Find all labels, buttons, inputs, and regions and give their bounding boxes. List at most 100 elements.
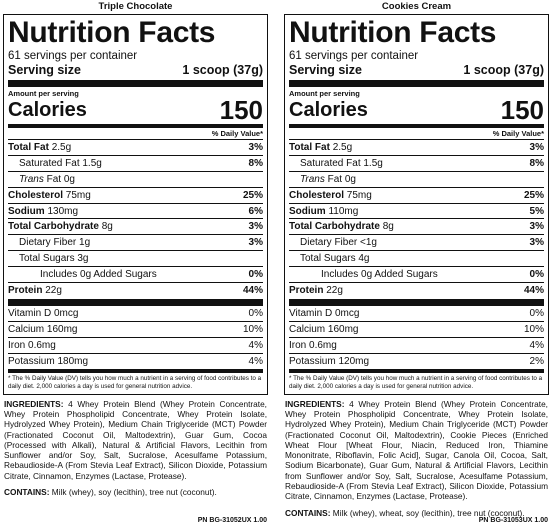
serving-size-label: Serving size xyxy=(289,63,362,77)
saturated-fat-dv: 8% xyxy=(248,157,263,169)
carbohydrate-label: Total Carbohydrate xyxy=(8,221,99,233)
calories-value: 150 xyxy=(500,95,544,125)
divider-thick xyxy=(289,80,544,87)
calories-value: 150 xyxy=(219,95,263,125)
saturated-fat-label: Saturated Fat 1.5g xyxy=(19,157,102,169)
fiber-label: Dietary Fiber <1g xyxy=(300,237,377,249)
sodium-amount: 110mg xyxy=(328,205,359,217)
ingredients-block: INGREDIENTS: 4 Whey Protein Blend (Whey … xyxy=(284,399,549,502)
serving-size-value: 1 scoop (37g) xyxy=(182,63,263,77)
carbohydrate-label: Total Carbohydrate xyxy=(289,221,380,233)
cholesterol-row: Cholesterol 75mg 25% xyxy=(289,188,544,204)
daily-value-header: % Daily Value* xyxy=(289,129,544,140)
saturated-fat-dv: 8% xyxy=(529,157,544,169)
protein-label: Protein xyxy=(289,285,324,297)
divider-medium xyxy=(289,369,544,374)
daily-value-footnote: * The % Daily Value (DV) tells you how m… xyxy=(289,375,543,391)
added-sugars-label: Includes 0g Added Sugars xyxy=(40,269,157,281)
sodium-row: Sodium 130mg 6% xyxy=(8,204,263,220)
cholesterol-amount: 75mg xyxy=(346,189,372,201)
panel-cookies-cream: Cookies Cream Nutrition Facts 61 serving… xyxy=(284,0,549,528)
servings-per-container: 61 servings per container xyxy=(289,50,419,62)
contains-label: CONTAINS: xyxy=(4,487,50,498)
fiber-dv: 3% xyxy=(529,237,544,249)
protein-row: Protein 22g 44% xyxy=(8,283,263,299)
contains-text: Milk (whey), soy (lecithin), tree nut (c… xyxy=(51,487,217,498)
divider-medium xyxy=(8,124,263,128)
vitamin-row: Vitamin D 0mcg 0% xyxy=(8,306,263,322)
fiber-row: Dietary Fiber <1g 3% xyxy=(289,235,544,252)
added-sugars-dv: 0% xyxy=(529,269,544,281)
trans-fat-label: Trans xyxy=(300,173,325,185)
protein-row: Protein 22g 44% xyxy=(289,283,544,299)
calories-label: Calories xyxy=(8,99,87,121)
protein-amount: 22g xyxy=(326,285,343,297)
ingredients-label: INGREDIENTS: xyxy=(285,398,345,409)
saturated-fat-row: Saturated Fat 1.5g 8% xyxy=(8,156,263,172)
vitamin-label: Vitamin D 0mcg xyxy=(289,307,360,319)
panel-triple-chocolate: Triple Chocolate Nutrition Facts 61 serv… xyxy=(3,0,268,528)
ingredients-label: INGREDIENTS: xyxy=(4,398,64,409)
carbohydrate-row: Total Carbohydrate 8g 3% xyxy=(8,219,263,236)
serving-size-row: Serving size 1 scoop (37g) xyxy=(289,63,544,78)
serving-size-value: 1 scoop (37g) xyxy=(463,63,544,77)
nutrition-label: Nutrition Facts 61 servings per containe… xyxy=(284,14,549,395)
sugars-label: Total Sugars 3g xyxy=(19,253,89,265)
vitamin-row: Potassium 120mg 2% xyxy=(289,354,544,370)
carbohydrate-amount: 8g xyxy=(382,221,394,233)
carbohydrate-dv: 3% xyxy=(248,221,263,233)
vitamin-dv: 4% xyxy=(248,339,263,351)
serving-size-label: Serving size xyxy=(8,63,81,77)
sodium-label: Sodium xyxy=(8,205,45,217)
cholesterol-amount: 75mg xyxy=(65,189,91,201)
ingredients-text: 4 Whey Protein Blend (Whey Protein Conce… xyxy=(285,398,548,502)
vitamin-label: Iron 0.6mg xyxy=(8,339,56,351)
vitamin-label: Potassium 180mg xyxy=(8,355,89,367)
total-fat-label: Total Fat xyxy=(289,142,330,153)
part-number: PN BG-31052UX 1.00 xyxy=(197,517,267,524)
divider-medium xyxy=(289,124,544,128)
serving-size-row: Serving size 1 scoop (37g) xyxy=(8,63,263,78)
daily-value-footnote: * The % Daily Value (DV) tells you how m… xyxy=(8,375,262,391)
protein-amount: 22g xyxy=(45,285,62,297)
contains-block: CONTAINS: Milk (whey), soy (lecithin), t… xyxy=(3,487,268,497)
vitamin-dv: 0% xyxy=(529,307,544,319)
carbohydrate-amount: 8g xyxy=(101,221,113,233)
divider-thick xyxy=(289,298,544,306)
total-fat-row: Total Fat 2.5g 3% xyxy=(8,140,263,156)
nutrition-facts-title: Nutrition Facts xyxy=(289,16,497,49)
calories-row: Calories 150 xyxy=(289,95,544,125)
amount-per-serving: Amount per serving xyxy=(8,89,79,98)
calories-row: Calories 150 xyxy=(8,95,263,125)
sugars-row: Total Sugars 3g xyxy=(8,251,263,268)
vitamin-label: Vitamin D 0mcg xyxy=(8,307,79,319)
added-sugars-label: Includes 0g Added Sugars xyxy=(321,269,438,281)
vitamin-label: Calcium 160mg xyxy=(8,323,78,335)
sodium-row: Sodium 110mg 5% xyxy=(289,204,544,220)
total-fat-dv: 3% xyxy=(248,142,263,153)
added-sugars-row: Includes 0g Added Sugars 0% xyxy=(8,267,263,284)
vitamin-label: Calcium 160mg xyxy=(289,323,359,335)
trans-fat-amount: Fat 0g xyxy=(327,173,356,185)
protein-label: Protein xyxy=(8,285,43,297)
divider-medium xyxy=(8,369,263,374)
sodium-label: Sodium xyxy=(289,205,326,217)
vitamin-dv: 4% xyxy=(248,355,263,367)
fiber-label: Dietary Fiber 1g xyxy=(19,237,91,249)
sodium-dv: 5% xyxy=(529,205,544,217)
sodium-dv: 6% xyxy=(248,205,263,217)
total-fat-label: Total Fat xyxy=(8,142,49,153)
sugars-label: Total Sugars 4g xyxy=(300,253,370,265)
vitamin-row: Potassium 180mg 4% xyxy=(8,354,263,370)
cholesterol-dv: 25% xyxy=(242,189,263,201)
vitamin-dv: 4% xyxy=(529,339,544,351)
fiber-dv: 3% xyxy=(248,237,263,249)
trans-fat-label: Trans xyxy=(19,173,44,185)
nutrition-label: Nutrition Facts 61 servings per containe… xyxy=(3,14,268,395)
total-fat-amount: 2.5g xyxy=(332,142,353,153)
vitamin-row: Iron 0.6mg 4% xyxy=(8,338,263,354)
trans-fat-amount: Fat 0g xyxy=(46,173,75,185)
sugars-row: Total Sugars 4g xyxy=(289,251,544,268)
vitamin-row: Calcium 160mg 10% xyxy=(8,322,263,338)
vitamin-dv: 10% xyxy=(242,323,263,335)
